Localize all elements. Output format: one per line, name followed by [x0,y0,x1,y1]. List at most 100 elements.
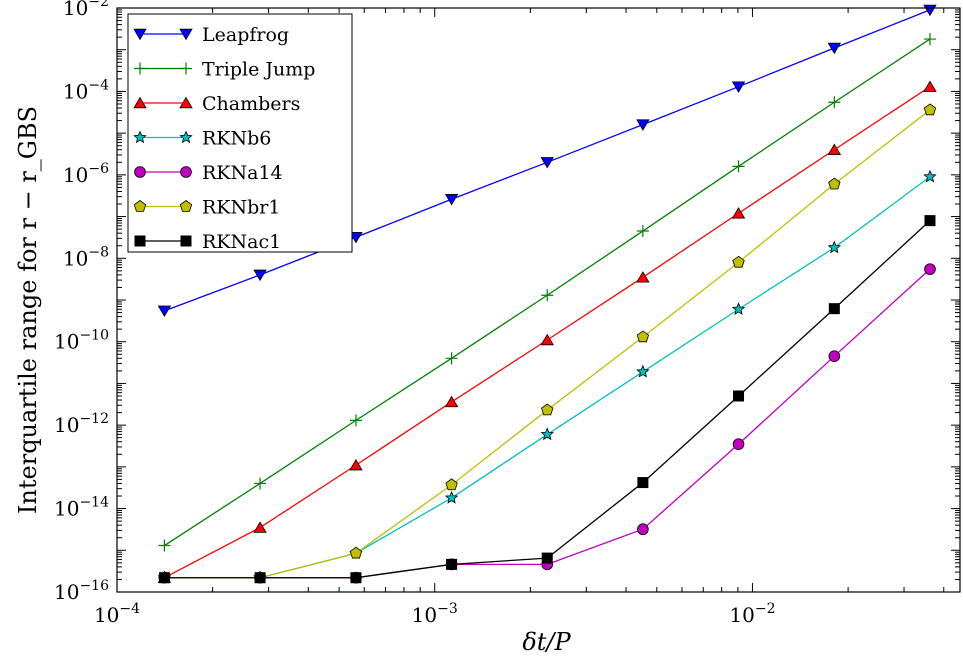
data-point [133,200,147,212]
data-point [134,235,146,247]
y-tick-label: 10−10 [54,328,109,354]
data-point [444,194,459,206]
legend-label: RKNb6 [202,128,271,150]
legend-box [127,13,353,253]
legend-entry: RKNac1 [134,231,281,253]
data-point [540,427,554,441]
data-point [158,572,170,584]
data-point [349,232,363,244]
data-point [636,364,650,378]
data-point [445,352,458,365]
x-tick-label: 10−4 [94,601,140,627]
data-point [731,207,746,219]
data-point [636,330,650,343]
legend-entry: RKNa14 [134,162,283,184]
legend-label: RKNbr1 [202,197,280,219]
legend-entry: Triple Jump [134,59,315,81]
data-point [541,552,553,564]
data-point [445,478,458,491]
data-point [733,390,745,402]
data-point [636,225,649,238]
legend-label: RKNac1 [202,231,281,253]
data-point [134,166,146,178]
y-tick-label: 10−8 [63,244,109,270]
data-point [180,235,192,247]
data-point [133,130,147,144]
x-tick-label: 10−2 [729,601,775,627]
data-point [636,271,650,283]
x-axis-label: δt/P [522,628,571,656]
data-point [923,169,937,183]
data-point [540,157,554,169]
legend-label: RKNa14 [202,162,283,184]
y-tick-label: 10−12 [54,411,109,437]
data-point [923,80,937,92]
y-tick-label: 10−16 [54,578,109,604]
y-tick-label: 10−2 [63,0,109,20]
data-point [732,255,745,268]
data-point [827,143,842,155]
data-point [179,130,193,144]
legend-label: Leapfrog [202,24,289,46]
series-rkna14 [158,263,936,584]
data-point [179,28,193,41]
series-triple-jump [158,33,936,552]
data-point [254,477,267,490]
series-line [164,220,931,579]
data-point [254,572,266,584]
series-chambers [157,80,937,583]
data-point [540,333,554,346]
data-point [637,523,649,536]
data-point [444,490,459,504]
data-point [349,546,363,559]
data-point [923,103,937,116]
data-point [732,438,745,450]
data-point [923,4,937,17]
y-tick-label: 10−6 [63,161,109,187]
data-point [157,305,172,318]
data-point [731,302,746,315]
data-point [827,42,842,55]
legend-label: Chambers [202,93,300,115]
data-point [133,96,147,109]
labels-layer: 10−4 10−3 10−2 10−16 10−14 10−12 10−10 10−8 10−6… [14,0,776,656]
data-point [731,81,746,93]
data-point [444,395,459,408]
data-point [828,303,840,315]
legend-entry: Chambers [133,93,300,115]
data-point [349,414,362,427]
data-point [349,458,363,471]
data-point [828,350,841,362]
data-point [827,240,842,254]
data-point [180,166,192,178]
legend-entry: RKNbr1 [133,197,280,219]
x-tick-label: 10−3 [412,601,458,627]
data-point [253,521,267,533]
data-point [158,539,171,552]
data-point [541,289,554,302]
data-point [637,477,649,489]
data-point [828,177,841,190]
ticks-layer [116,7,960,593]
y-axis-label: Interquartile range for r − r_GBS [14,106,42,514]
data-point [732,160,745,173]
legend-entry: RKNb6 [133,128,271,150]
series-layer [157,4,937,584]
data-point [828,96,841,109]
data-point [253,269,267,282]
data-point [179,96,193,109]
series-rknac1 [158,215,936,584]
legend-entry: Leapfrog [133,24,289,46]
legend: Leapfrog Triple Jump Chambers RKNb6 RKNa14 RK… [127,13,353,253]
data-point [134,62,146,75]
legend-label: Triple Jump [202,59,315,81]
data-point [350,572,362,584]
y-tick-label: 10−4 [63,77,109,103]
data-point [541,403,554,416]
data-point [179,200,193,212]
data-point [636,119,650,131]
series-line [164,268,931,579]
y-tick-label: 10−14 [54,495,109,521]
